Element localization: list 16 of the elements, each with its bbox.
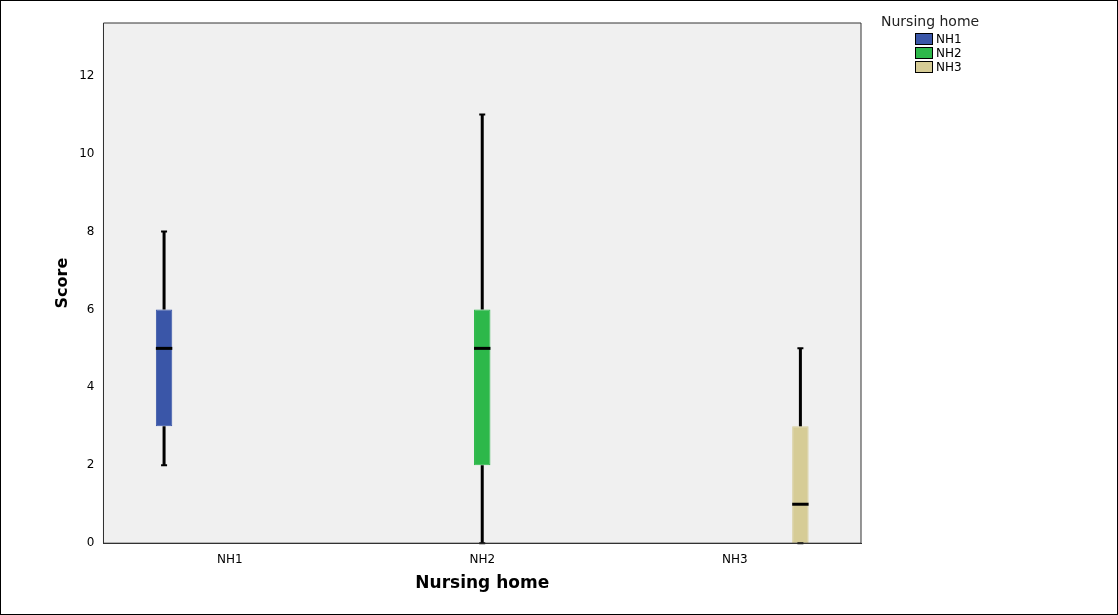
x-tick-label: NH2 — [469, 551, 496, 566]
y-axis-title: Score — [51, 257, 71, 309]
legend-title: Nursing home — [881, 13, 980, 29]
x-tick-label: NH3 — [721, 551, 748, 566]
y-tick-label: 6 — [86, 301, 95, 316]
legend-label: NH3 — [936, 60, 962, 74]
y-tick-label: 10 — [79, 145, 95, 160]
x-tick-label: NH1 — [216, 551, 243, 566]
legend-label: NH1 — [936, 32, 962, 46]
y-tick-label: 4 — [86, 379, 95, 394]
legend-label: NH2 — [936, 46, 962, 60]
y-tick-label: 0 — [86, 535, 95, 550]
x-axis-title: Nursing home — [415, 572, 550, 593]
y-tick-label: 8 — [86, 223, 95, 238]
y-tick-label: 12 — [79, 67, 95, 82]
y-tick-label: 2 — [86, 457, 95, 472]
